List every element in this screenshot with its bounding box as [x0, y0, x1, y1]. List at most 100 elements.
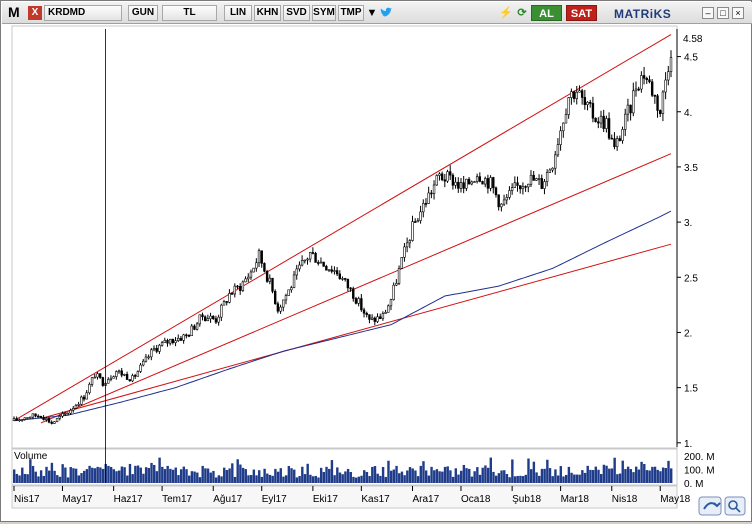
- candle-body: [233, 285, 236, 295]
- volume-bar: [23, 473, 27, 483]
- buy-button[interactable]: AL: [531, 5, 562, 21]
- period-button[interactable]: GUN: [128, 5, 158, 21]
- y-tick-label: 4.: [684, 108, 692, 119]
- candle-body: [486, 178, 490, 189]
- channel-line-middle: [40, 153, 672, 424]
- volume-bar: [93, 468, 97, 483]
- candle-body: [554, 154, 557, 169]
- candle-body: [136, 371, 140, 377]
- candle-body: [279, 306, 282, 312]
- volume-bar: [492, 471, 495, 483]
- volume-bar: [107, 465, 110, 483]
- close-symbol-icon[interactable]: X: [28, 6, 42, 20]
- candle-body: [381, 313, 385, 319]
- volume-bar: [228, 468, 231, 483]
- volume-bar: [271, 475, 274, 483]
- khn-button[interactable]: KHN: [254, 5, 281, 21]
- volume-bar: [651, 466, 654, 483]
- date-axis: [11, 485, 678, 509]
- candle-body: [34, 413, 37, 417]
- volume-bar: [274, 468, 277, 483]
- candle-body: [212, 315, 215, 319]
- volume-bar: [150, 462, 153, 483]
- candle-body: [271, 277, 274, 292]
- candle-body: [15, 418, 18, 421]
- volume-bar: [196, 472, 199, 483]
- x-tick-label: Ara17: [413, 494, 440, 505]
- volume-bar: [99, 467, 102, 483]
- volume-bar: [42, 475, 46, 483]
- candle-body: [440, 173, 444, 181]
- tmp-button[interactable]: TMP: [338, 5, 364, 21]
- zoom-icon[interactable]: [724, 496, 746, 516]
- candle-body: [298, 264, 301, 270]
- volume-bar: [462, 464, 466, 483]
- sym-button[interactable]: SYM: [312, 5, 336, 21]
- currency-button[interactable]: TL: [162, 5, 217, 21]
- volume-bar: [91, 467, 94, 483]
- volume-bar: [212, 470, 215, 483]
- symbol-field[interactable]: KRDMD: [44, 5, 122, 21]
- candle-body: [26, 417, 29, 419]
- volume-bar: [570, 472, 573, 483]
- volume-bar: [284, 475, 288, 483]
- candle-body: [144, 356, 148, 362]
- candle-body: [637, 88, 640, 91]
- candle-body: [115, 371, 118, 377]
- volume-bar: [333, 475, 336, 483]
- channel-line-lower: [40, 243, 672, 419]
- candle-body: [98, 373, 102, 378]
- dropdown-arrow-icon[interactable]: ▼: [366, 7, 378, 19]
- volume-bar: [387, 460, 390, 483]
- chart-area[interactable]: 1. 1.5 2. 2.5 3. 3.5 4. 4.5 Nis17 May17 Haz17 Tem1…: [3, 25, 751, 521]
- candle-body: [88, 384, 91, 394]
- volume-bar: [142, 473, 145, 483]
- close-button[interactable]: ×: [732, 7, 744, 19]
- sell-button[interactable]: SAT: [566, 5, 597, 21]
- volume-bar: [37, 476, 40, 483]
- volume-bar: [185, 469, 188, 483]
- volume-bar: [139, 467, 142, 483]
- svd-button[interactable]: SVD: [283, 5, 310, 21]
- candle-body: [513, 182, 517, 188]
- volume-bar: [120, 466, 124, 483]
- volume-bar: [376, 473, 379, 483]
- volume-bar: [169, 468, 172, 483]
- volume-bar: [608, 468, 611, 483]
- candle-body: [93, 376, 96, 379]
- volume-bar: [599, 473, 603, 483]
- candle-body: [446, 171, 449, 182]
- candle-body: [327, 269, 331, 271]
- candle-body: [667, 71, 670, 81]
- volume-bar: [201, 465, 204, 483]
- candle-body: [661, 91, 665, 114]
- candle-body: [427, 192, 430, 204]
- lightning-icon[interactable]: ⚡: [499, 7, 513, 19]
- volume-bar: [268, 474, 272, 483]
- app-icon[interactable]: M: [8, 4, 20, 20]
- volume-bar: [363, 470, 366, 483]
- price-chart-svg[interactable]: 1. 1.5 2. 2.5 3. 3.5 4. 4.5 Nis17 May17 Haz17 Tem1…: [3, 25, 751, 521]
- volume-bar: [241, 467, 245, 483]
- candle-body: [599, 115, 603, 124]
- volume-bar: [640, 461, 643, 483]
- volume-bar: [616, 474, 619, 483]
- refresh-icon[interactable]: ⟳: [517, 7, 527, 19]
- minimize-button[interactable]: –: [702, 7, 714, 19]
- volume-bar: [88, 465, 91, 483]
- scroll-navigator-icon[interactable]: [698, 496, 722, 516]
- volume-bar: [470, 476, 474, 483]
- twitter-bird-icon[interactable]: [379, 6, 393, 20]
- candle-body: [247, 276, 250, 280]
- candle-body: [454, 181, 457, 186]
- volume-bar: [449, 470, 452, 483]
- maximize-button[interactable]: □: [717, 7, 729, 19]
- candle-body: [559, 130, 562, 145]
- candle-body: [77, 404, 80, 406]
- candle-body: [462, 182, 465, 189]
- volume-bar: [624, 469, 627, 483]
- candle-body: [112, 376, 115, 379]
- linear-scale-button[interactable]: LIN: [224, 5, 252, 21]
- volume-bar: [656, 469, 659, 483]
